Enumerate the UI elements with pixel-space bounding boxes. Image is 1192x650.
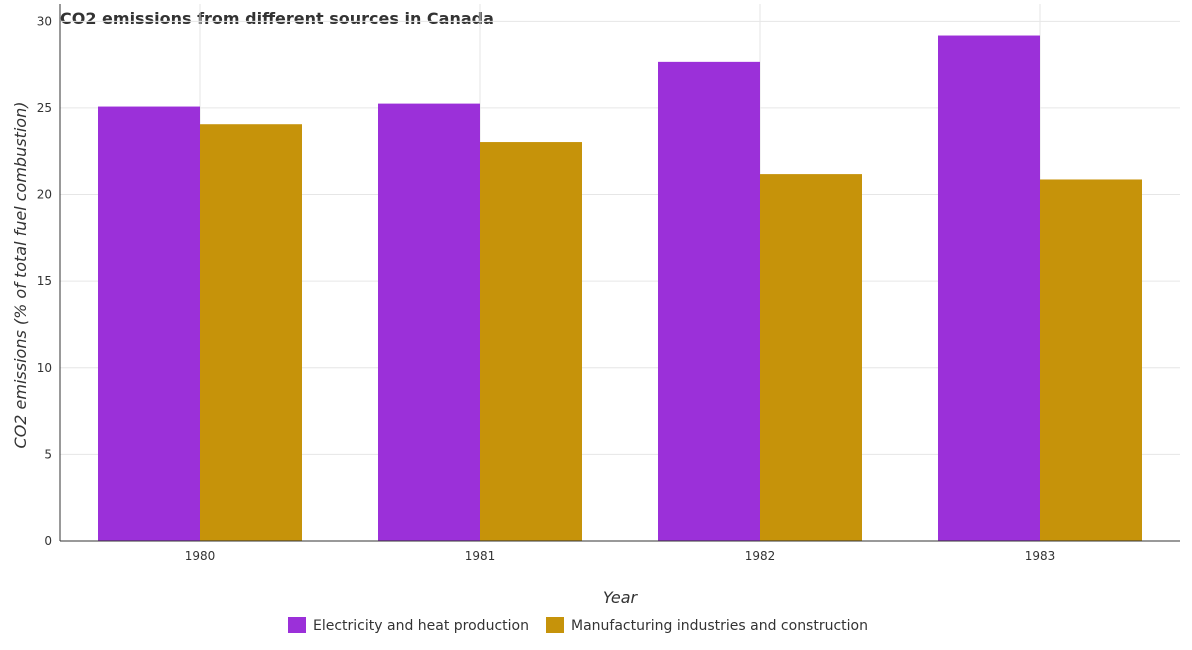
- x-tick-label: 1980: [185, 549, 216, 563]
- bar-electricity-1983: [938, 35, 1040, 541]
- bar-manufacturing-1981: [480, 142, 582, 541]
- axes-layer: 0 5 10 15 20 25 30 1980 1981 1982 1983: [37, 4, 1180, 563]
- legend-label-manufacturing: Manufacturing industries and constructio…: [571, 618, 868, 634]
- x-axis-label: Year: [603, 588, 639, 607]
- legend: Electricity and heat production Manufactu…: [288, 617, 868, 634]
- x-tick-label: 1982: [745, 549, 776, 563]
- bar-electricity-1982: [658, 61, 760, 541]
- y-tick-label: 10: [37, 361, 52, 375]
- legend-swatch-electricity: [288, 617, 306, 633]
- y-tick-label: 25: [37, 101, 52, 115]
- y-tick-label: 0: [44, 534, 52, 548]
- chart-title: CO2 emissions from different sources in …: [60, 9, 494, 28]
- y-tick-label: 20: [37, 188, 52, 202]
- x-tick-label: 1983: [1025, 549, 1056, 563]
- bar-manufacturing-1982: [760, 174, 862, 542]
- legend-swatch-manufacturing: [546, 617, 564, 633]
- bar-manufacturing-1983: [1040, 179, 1142, 542]
- bar-electricity-1981: [378, 103, 480, 542]
- y-axis-label: CO2 emissions (% of total fuel combustio…: [11, 102, 30, 449]
- y-tick-label: 15: [37, 274, 52, 288]
- x-tick-label: 1981: [465, 549, 496, 563]
- y-tick-label: 5: [44, 447, 52, 461]
- bar-manufacturing-1980: [200, 124, 302, 541]
- legend-label-electricity: Electricity and heat production: [313, 618, 529, 634]
- bars-layer: [98, 35, 1142, 542]
- bar-electricity-1980: [98, 106, 200, 541]
- y-tick-label: 30: [37, 14, 52, 28]
